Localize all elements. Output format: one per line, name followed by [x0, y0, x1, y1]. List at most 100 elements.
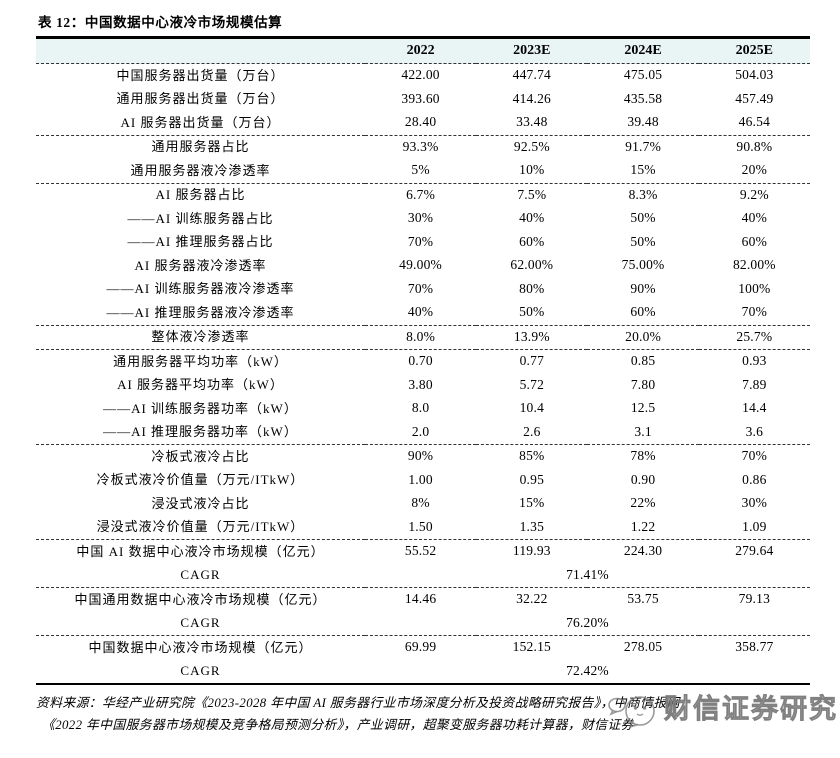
cell-value: 60% [741, 233, 768, 249]
cell-value: 46.54 [698, 111, 810, 136]
cell-value: 60% [587, 301, 699, 326]
row-label: CAGR [36, 563, 365, 588]
cell-value: 0.86 [742, 471, 767, 487]
cell-value: 0.93 [742, 353, 767, 369]
cagr-value: 76.20% [364, 611, 810, 636]
data-table: 2022 2023E 2024E 2025E 中国服务器出货量（万台） 422.0… [36, 36, 810, 685]
cagr-row: CAGR 76.20% [36, 611, 810, 636]
cell-value: 50% [630, 210, 656, 226]
header-row: 2022 2023E 2024E 2025E [36, 37, 810, 64]
cell-value: 22% [630, 495, 656, 511]
table-row: AI 服务器出货量（万台） 28.40 33.48 39.48 46.54 [36, 111, 810, 136]
row-label: CAGR [180, 663, 221, 679]
row-label: 浸没式液冷价值量（万元/ITkW） [36, 515, 365, 540]
row-label: AI 服务器液冷渗透率 [134, 257, 267, 273]
row-label: ——AI 推理服务器功率（kW） [36, 420, 365, 445]
cell-value: 414.26 [512, 90, 551, 106]
cell-value: 1.00 [408, 471, 433, 487]
cell-value: 15% [519, 495, 545, 511]
cell-value: 90% [407, 448, 434, 464]
row-label: 浸没式液冷占比 [151, 495, 250, 511]
table-row: 冷板式液冷占比 90% 85% 78% 70% [36, 445, 810, 469]
cell-value: 100% [738, 280, 771, 296]
cell-value: 14.46 [404, 591, 437, 607]
cell-value: 0.70 [408, 353, 433, 369]
row-label: ——AI 推理服务器液冷渗透率 [36, 301, 365, 326]
cell-value: 0.95 [519, 471, 545, 487]
row-label: ——AI 推理服务器占比 [127, 234, 274, 250]
cell-value: 504.03 [735, 67, 774, 83]
cell-value: 40% [519, 210, 545, 226]
row-label: 中国 AI 数据中心液冷市场规模（亿元） [76, 543, 325, 559]
cell-value: 62.00% [510, 257, 554, 273]
cell-value: 8.0% [364, 325, 477, 350]
cell-value: 1.22 [587, 515, 699, 540]
cell-value: 14.4 [742, 400, 767, 416]
row-label: 通用服务器占比 [151, 139, 250, 155]
cell-value: 25.7% [698, 325, 810, 350]
table-row: AI 服务器平均功率（kW） 3.80 5.72 7.80 7.89 [36, 374, 810, 398]
table-row: ——AI 训练服务器功率（kW） 8.0 10.4 12.5 14.4 [36, 397, 810, 421]
row-label: CAGR [36, 611, 365, 636]
cell-value: 75.00% [621, 257, 665, 273]
cell-value: 7.80 [630, 376, 656, 392]
cell-value: 475.05 [623, 67, 663, 83]
row-label: 冷板式液冷价值量（万元/ITkW） [96, 472, 305, 488]
cell-value: 7.89 [742, 376, 767, 392]
cell-value: 10% [476, 159, 588, 184]
cell-value: 70% [741, 448, 768, 464]
cell-value: 55.52 [404, 543, 437, 559]
table-title: 表 12：中国数据中心液冷市场规模估算 [38, 15, 283, 30]
table-body: 中国服务器出货量（万台） 422.00 447.74 475.05 504.03 通用服务… [36, 64, 810, 685]
table-row: ——AI 训练服务器占比 30% 40% 50% 40% [36, 207, 810, 231]
cell-value: 3.80 [408, 376, 433, 392]
cell-value: 70% [407, 280, 434, 296]
cagr-row: CAGR 71.41% [36, 563, 810, 588]
cell-value: 20.0% [587, 325, 699, 350]
cell-value: 13.9% [476, 325, 588, 350]
cell-value: 393.60 [401, 90, 440, 106]
cell-value: 3.1 [587, 420, 699, 445]
cell-value: 40% [364, 301, 477, 326]
cell-value: 50% [630, 233, 656, 249]
table-row: ——AI 训练服务器液冷渗透率 70% 80% 90% 100% [36, 278, 810, 302]
cell-value: 8.0 [411, 400, 430, 416]
header-label-cell [36, 37, 365, 64]
row-label: AI 服务器占比 [155, 187, 246, 203]
cell-value: 53.75 [627, 591, 659, 607]
table-row: 通用服务器平均功率（kW） 0.70 0.77 0.85 0.93 [36, 350, 810, 374]
cell-value: 90.8% [736, 138, 773, 154]
cell-value: 10.4 [519, 400, 545, 416]
row-label: ——AI 训练服务器功率（kW） [103, 400, 298, 416]
cell-value: 6.7% [406, 186, 436, 202]
cell-value: 70% [407, 233, 434, 249]
row-label: 通用服务器平均功率（kW） [113, 353, 288, 369]
report-page: 表 12：中国数据中心液冷市场规模估算 2022 2023E 2024E 202… [36, 15, 836, 732]
table-row: 通用服务器液冷渗透率 5% 10% 15% 20% [36, 159, 810, 184]
cell-value: 50% [476, 301, 588, 326]
cell-value: 93.3% [402, 138, 439, 154]
cell-value: 447.74 [512, 67, 551, 83]
column-header-2022: 2022 [364, 37, 477, 64]
cell-value: 5.72 [519, 376, 545, 392]
table-row: ——AI 推理服务器液冷渗透率 40% 50% 60% 70% [36, 301, 810, 326]
cell-value: 457.49 [735, 90, 774, 106]
cell-value: 0.85 [630, 353, 656, 369]
cell-value: 82.00% [732, 257, 776, 273]
cagr-row: CAGR 72.42% [36, 660, 810, 685]
row-label: AI 服务器出货量（万台） [36, 111, 365, 136]
column-header-2024e: 2024E [587, 37, 699, 64]
source-line-1: 资料来源：华经产业研究院《2023-2028 年中国 AI 服务器行业市场深度分… [36, 696, 680, 710]
row-label: ——AI 训练服务器占比 [127, 210, 274, 226]
cell-value: 28.40 [364, 111, 477, 136]
table-row: 中国 AI 数据中心液冷市场规模（亿元） 55.52 119.93 224.30 279… [36, 540, 810, 564]
cagr-value: 71.41% [364, 563, 810, 588]
row-label: AI 服务器平均功率（kW） [117, 377, 284, 393]
cell-value: 78% [630, 448, 656, 464]
table-row: 通用服务器占比 93.3% 92.5% 91.7% 90.8% [36, 135, 810, 159]
cell-value: 2.6 [476, 420, 588, 445]
cell-value: 79.13 [738, 591, 771, 607]
cell-value: 32.22 [516, 591, 548, 607]
cell-value: 85% [519, 448, 545, 464]
cell-value: 1.50 [364, 515, 477, 540]
